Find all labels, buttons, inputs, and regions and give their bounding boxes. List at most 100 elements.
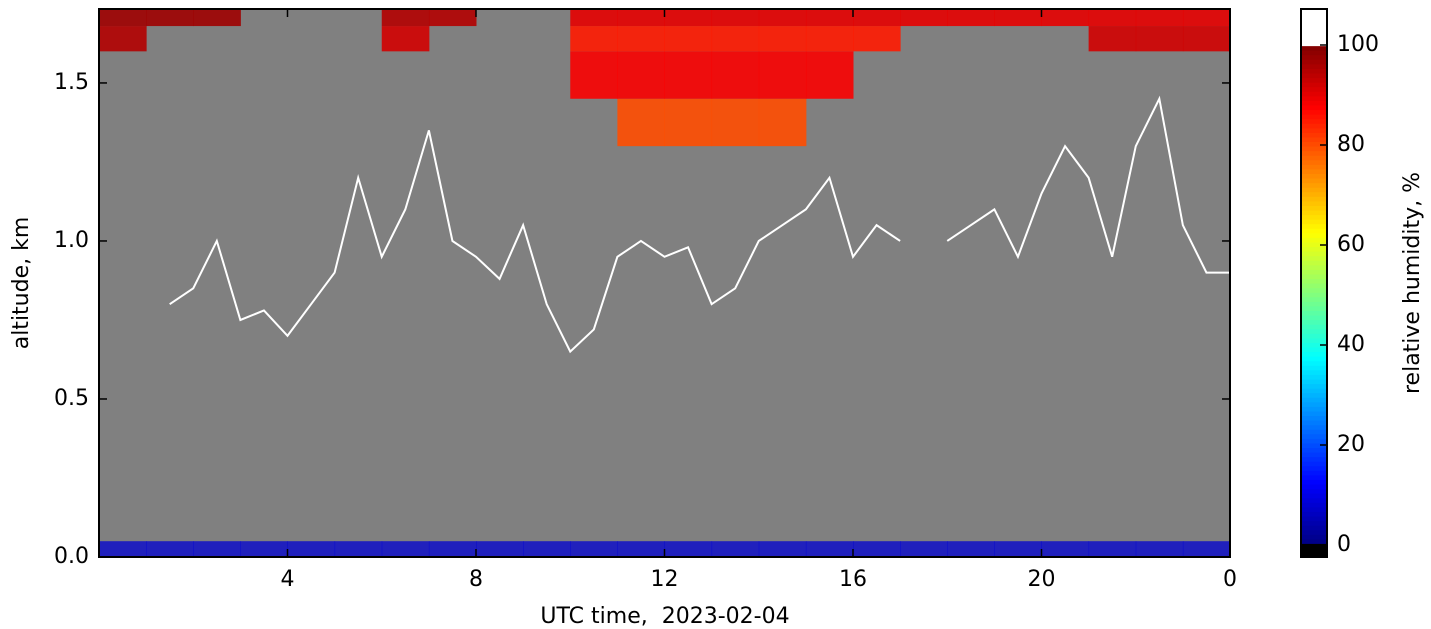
colorbar-frame — [1300, 8, 1328, 558]
colorbar-segment — [1301, 182, 1327, 188]
colorbar-segment — [1301, 269, 1327, 275]
heatmap-cell — [1041, 541, 1090, 557]
y-tick-label: 1.0 — [54, 228, 89, 253]
colorbar-segment — [1301, 260, 1327, 266]
colorbar-segment — [1301, 351, 1327, 357]
colorbar-segment — [1301, 346, 1327, 353]
colorbar-segment — [1301, 502, 1327, 508]
heatmap-cell — [711, 26, 760, 52]
colorbar-segment — [1301, 31, 1327, 37]
colorbar-segment — [1301, 447, 1327, 453]
heatmap-cell — [570, 541, 618, 557]
colorbar-segment — [1301, 27, 1327, 33]
colorbar-segment — [1301, 63, 1327, 69]
colorbar-segment — [1301, 488, 1327, 494]
colorbar-segment — [1301, 123, 1327, 129]
heatmap-cell — [947, 9, 995, 27]
heatmap-cell — [664, 541, 713, 557]
colorbar-segment — [1301, 159, 1327, 165]
colorbar-segment — [1301, 319, 1327, 325]
colorbar-segment — [1301, 187, 1327, 193]
colorbar-segment — [1301, 406, 1327, 412]
colorbar-segment — [1301, 59, 1327, 65]
colorbar-segment — [1301, 296, 1327, 302]
heatmap-cell — [1088, 9, 1137, 27]
colorbar-segment — [1301, 479, 1327, 485]
heatmap-cell — [664, 51, 713, 99]
colorbar-segment — [1301, 292, 1327, 298]
colorbar-segment — [1301, 424, 1327, 430]
heatmap-cell — [711, 9, 760, 27]
heatmap-cell — [994, 541, 1042, 557]
colorbar-segment — [1301, 173, 1327, 179]
colorbar-segment — [1301, 310, 1327, 316]
x-tick-label: 20 — [1028, 567, 1056, 592]
heatmap-cell — [805, 26, 854, 52]
colorbar-segment — [1301, 86, 1327, 92]
colorbar-segment — [1301, 50, 1327, 56]
x-tick-label: 0 — [1223, 567, 1237, 592]
heatmap-cell — [994, 9, 1042, 27]
colorbar-segment — [1301, 196, 1327, 202]
colorbar-segment — [1301, 141, 1327, 147]
colorbar-segment — [1301, 552, 1327, 558]
colorbar-segment — [1301, 342, 1327, 348]
colorbar-label: relative humidity, % — [1400, 172, 1425, 394]
colorbar-segment — [1301, 273, 1327, 280]
colorbar-segment — [1301, 205, 1327, 211]
heatmap-cell — [240, 541, 288, 557]
colorbar-segment — [1301, 415, 1327, 421]
heatmap-cell — [664, 26, 713, 52]
colorbar-segment — [1301, 470, 1327, 476]
heatmap-cell — [1135, 26, 1184, 52]
heatmap-cell — [711, 51, 760, 99]
colorbar-segment — [1301, 301, 1327, 307]
heatmap-cell — [853, 9, 901, 27]
heatmap-cell — [1041, 9, 1090, 27]
colorbar-segment — [1301, 241, 1327, 248]
colorbar-segment — [1301, 433, 1327, 439]
colorbar-tick-label: 80 — [1337, 132, 1365, 157]
colorbar-segment — [1301, 465, 1327, 471]
heatmap-cell — [900, 541, 948, 557]
colorbar-segment — [1301, 525, 1327, 531]
y-tick-label: 1.5 — [54, 70, 89, 95]
colorbar-segment — [1301, 388, 1327, 394]
heatmap-cell — [805, 541, 854, 557]
colorbar-segment — [1301, 333, 1327, 339]
heatmap-cell — [193, 9, 241, 27]
heatmap-cell — [617, 98, 665, 147]
colorbar-segment — [1301, 155, 1327, 161]
heatmap-cell — [1135, 541, 1184, 557]
colorbar-segment — [1301, 474, 1327, 480]
colorbar-segment — [1301, 520, 1327, 526]
colorbar-segment — [1301, 314, 1327, 321]
heatmap-cell — [853, 541, 901, 557]
heatmap-cell — [193, 541, 241, 557]
colorbar-segment — [1301, 146, 1327, 152]
heatmap-cell — [617, 26, 665, 52]
colorbar-segment — [1301, 420, 1327, 426]
colorbar-tick-label: 40 — [1337, 332, 1365, 357]
x-axis-label: UTC time, 2023-02-04 — [540, 604, 789, 629]
colorbar-segment — [1301, 374, 1327, 380]
heatmap-cell — [381, 9, 430, 27]
heatmap-cell — [617, 51, 665, 99]
colorbar-segment — [1301, 442, 1327, 448]
heatmap-cell — [853, 26, 901, 52]
heatmap-cell — [1182, 541, 1231, 557]
colorbar-segment — [1301, 538, 1327, 544]
colorbar-segment — [1301, 177, 1327, 184]
colorbar-segment — [1301, 328, 1327, 334]
colorbar-segment — [1301, 150, 1327, 156]
heatmap-cell — [287, 541, 336, 557]
heatmap-cell — [1182, 26, 1231, 52]
heatmap-cell — [99, 26, 147, 52]
colorbar-segment — [1301, 360, 1327, 366]
colorbar-segment — [1301, 22, 1327, 28]
colorbar-segment — [1301, 223, 1327, 229]
heatmap-cell — [99, 541, 147, 557]
colorbar-segment — [1301, 109, 1327, 115]
colorbar-segment — [1301, 100, 1327, 106]
